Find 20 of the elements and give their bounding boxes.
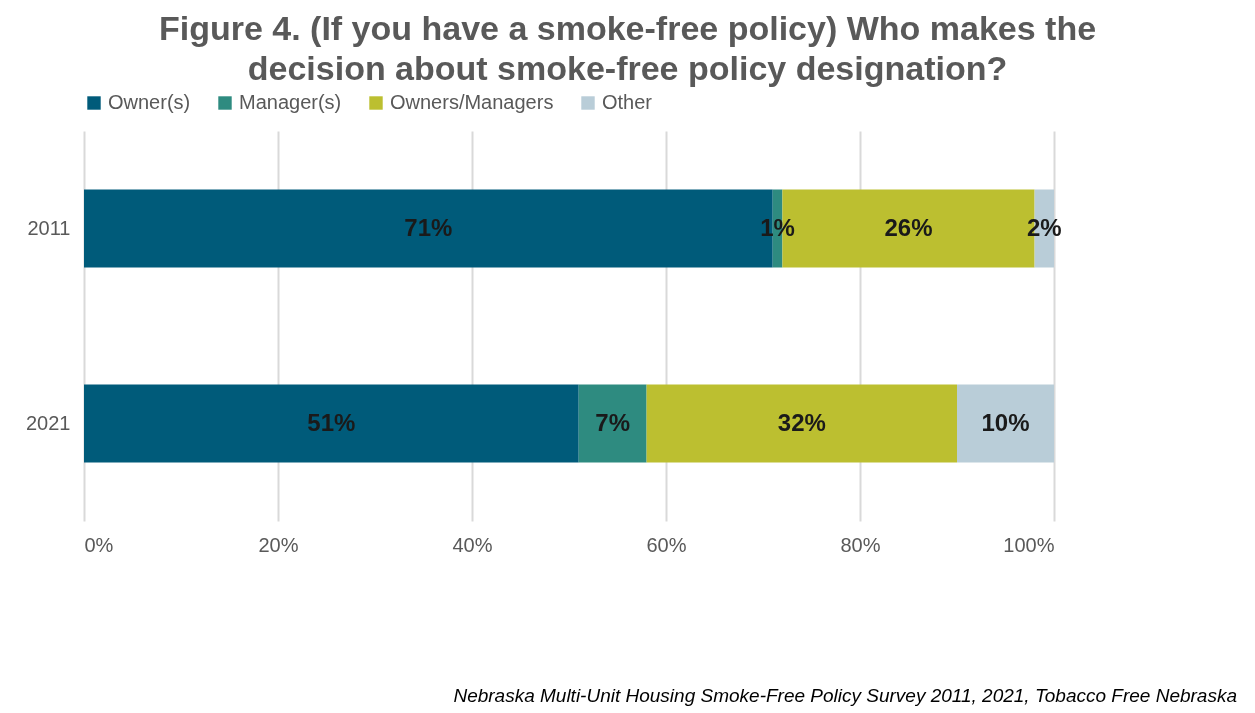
x-tick-label: 100% xyxy=(1003,533,1055,556)
data-label: 71% xyxy=(404,213,453,241)
x-tick-label: 40% xyxy=(452,533,493,556)
data-label: 7% xyxy=(595,408,630,436)
x-tick-label: 80% xyxy=(840,533,881,556)
legend-label: Other xyxy=(602,91,653,113)
x-tick-label: 20% xyxy=(258,533,299,556)
data-label: 10% xyxy=(981,408,1030,436)
x-tick-label: 60% xyxy=(646,533,687,556)
data-label: 26% xyxy=(884,213,933,241)
legend-label: Owner(s) xyxy=(108,91,191,113)
legend-label: Manager(s) xyxy=(239,91,342,113)
y-tick-label: 2021 xyxy=(26,411,71,434)
text: Nebraska Multi-Unit Housing Smoke-Free Policy Survey 2011, 2021, Tobacco Free Nebraska xyxy=(453,685,1237,707)
data-label: 32% xyxy=(777,408,826,436)
data-label: 51% xyxy=(307,408,356,436)
legend-label: Owners/Managers xyxy=(390,91,554,113)
y-tick-label: 2011 xyxy=(27,216,71,239)
x-tick-label: 0% xyxy=(84,533,114,556)
chart-title: Figure 4. (If you have a smoke-free policy) Who makes the decision about smoke-free policy designation? xyxy=(157,8,1098,88)
